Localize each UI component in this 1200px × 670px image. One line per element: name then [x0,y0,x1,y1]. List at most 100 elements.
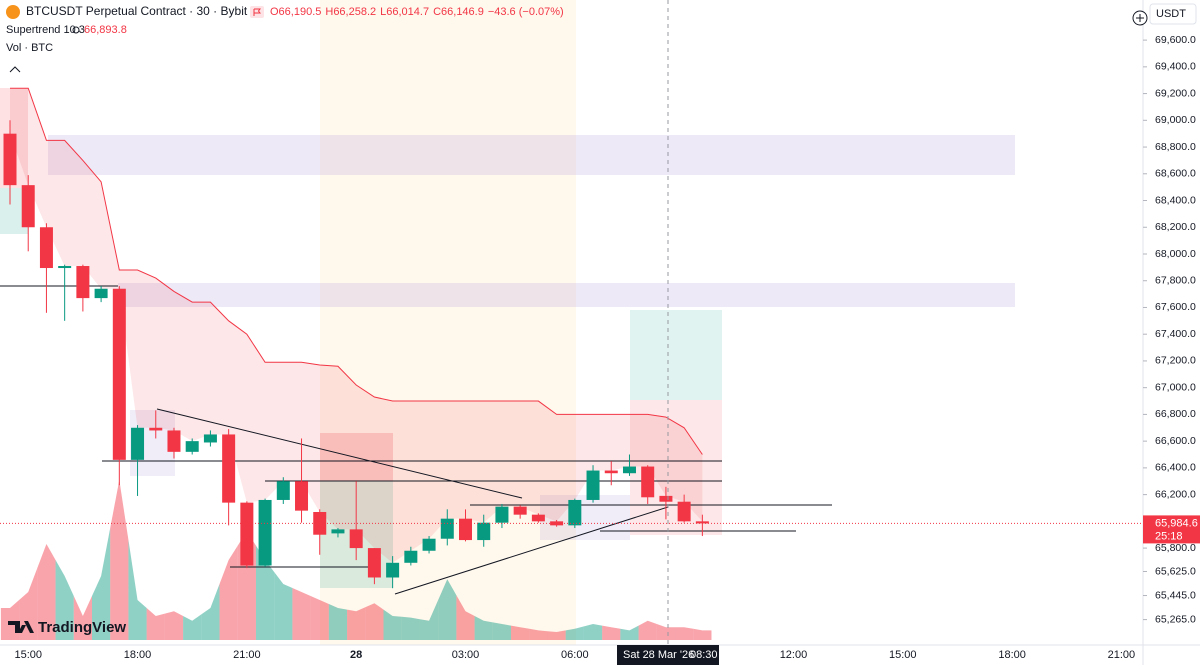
trend-lines [0,285,832,595]
candle-body [276,481,290,500]
volume-area [693,628,712,640]
volume-layer [0,480,712,640]
candle-body [131,427,145,460]
candle-body [550,521,564,526]
volume-area [55,560,74,640]
brand-name: TradingView [38,619,126,636]
volume-area [602,625,621,640]
x-tick-label: 21:00 [1108,649,1136,661]
volume-area [511,625,530,640]
candle-body [203,434,217,443]
y-tick-label: 66,600.0 [1155,435,1196,447]
volume-area [19,568,38,640]
indicator-value: 66,893.8 [84,24,127,36]
flag-icon [253,8,261,16]
volume-area [201,584,220,640]
y-tick-label: 65,445.0 [1155,589,1196,601]
candle-body [568,499,582,526]
candle-body [604,470,618,474]
candle-body [258,499,272,566]
crosshair-date: Sat 28 Mar '26 [623,649,694,661]
symbol-title: BTCUSDT Perpetual Contract · 30 · Bybit [26,4,248,18]
brand-logo [8,621,34,633]
volume-area [492,622,512,640]
candle-body [459,518,472,541]
y-tick-label: 65,625.0 [1155,565,1196,577]
collapse-icon [9,66,21,73]
volume-area [73,596,92,640]
candle-body [386,562,400,578]
volume-area [219,545,238,640]
volume-area [565,626,584,640]
y-tick-label: 66,400.0 [1155,462,1196,474]
candle-body [39,227,53,269]
candle-body [149,427,163,431]
candle-body [21,185,35,228]
ohlc-item: −43.6 (−0.07%) [488,6,564,18]
candle-body [331,529,345,534]
volume-area [474,616,493,640]
ohlc-item: H66,258.2 [325,6,376,18]
flag-icon [250,6,264,18]
triangle-line [394,506,669,595]
volume-area [456,595,475,640]
volume-area [529,628,548,640]
supertrend-line [10,87,703,455]
candle-body [659,495,673,502]
candle-body [586,470,600,500]
currency-label: USDT [1156,8,1186,20]
y-tick-label: 68,800.0 [1155,141,1196,153]
candle-body [622,466,636,474]
x-tick-label: 18:00 [998,649,1026,661]
long-target-box [630,310,722,400]
candle-body [404,550,418,563]
volume-area [292,588,311,640]
ohlc-legend: O66,190.5 H66,258.2 L66,014.7 C66,146.9 −43.… [270,6,564,18]
crosshair-clock: 08:30 [690,649,718,661]
ohlc-item: O66,190.5 [270,6,321,18]
y-tick-label: 67,800.0 [1155,275,1196,287]
volume-area [146,608,165,640]
y-tick-label: 68,400.0 [1155,194,1196,206]
volume-area [91,528,111,640]
candle-body [112,288,126,460]
volume-label: Vol · BTC [6,42,53,54]
y-tick-label: 69,600.0 [1155,34,1196,46]
candle-body [477,522,491,541]
y-tick-label: 69,200.0 [1155,87,1196,99]
volume-area [365,603,384,640]
x-tick-label: 12:00 [780,649,808,661]
volume-area [328,604,348,640]
candle-body [94,288,108,299]
volume-area [638,620,657,640]
last-price-badge [1143,515,1200,544]
volume-area [620,625,639,640]
candle-body [76,266,90,299]
candle-body [440,518,454,539]
candle-body [495,506,509,523]
candle-body [222,434,236,503]
y-tick-label: 67,200.0 [1155,355,1196,367]
volume-area [438,579,457,640]
candle-body [367,548,381,578]
short-stop-box [320,433,393,481]
y-tick-label: 65,265.0 [1155,613,1196,625]
indicator-name: Supertrend 10 3 [6,24,85,36]
ohlc-item: C66,146.9 [433,6,484,18]
currency-button[interactable] [1149,3,1197,25]
volume-area [347,607,366,640]
volume-area [164,611,184,640]
add-button-icon [1136,14,1144,22]
candle-body [349,529,363,549]
candle-body [695,521,709,524]
candle-body [167,430,181,452]
supply-zone [118,283,1015,307]
triangle-line [156,408,523,499]
y-tick-label: 67,000.0 [1155,381,1196,393]
y-tick-label: 68,600.0 [1155,168,1196,180]
x-tick-label: 18:00 [124,649,152,661]
volume-area [675,627,694,640]
